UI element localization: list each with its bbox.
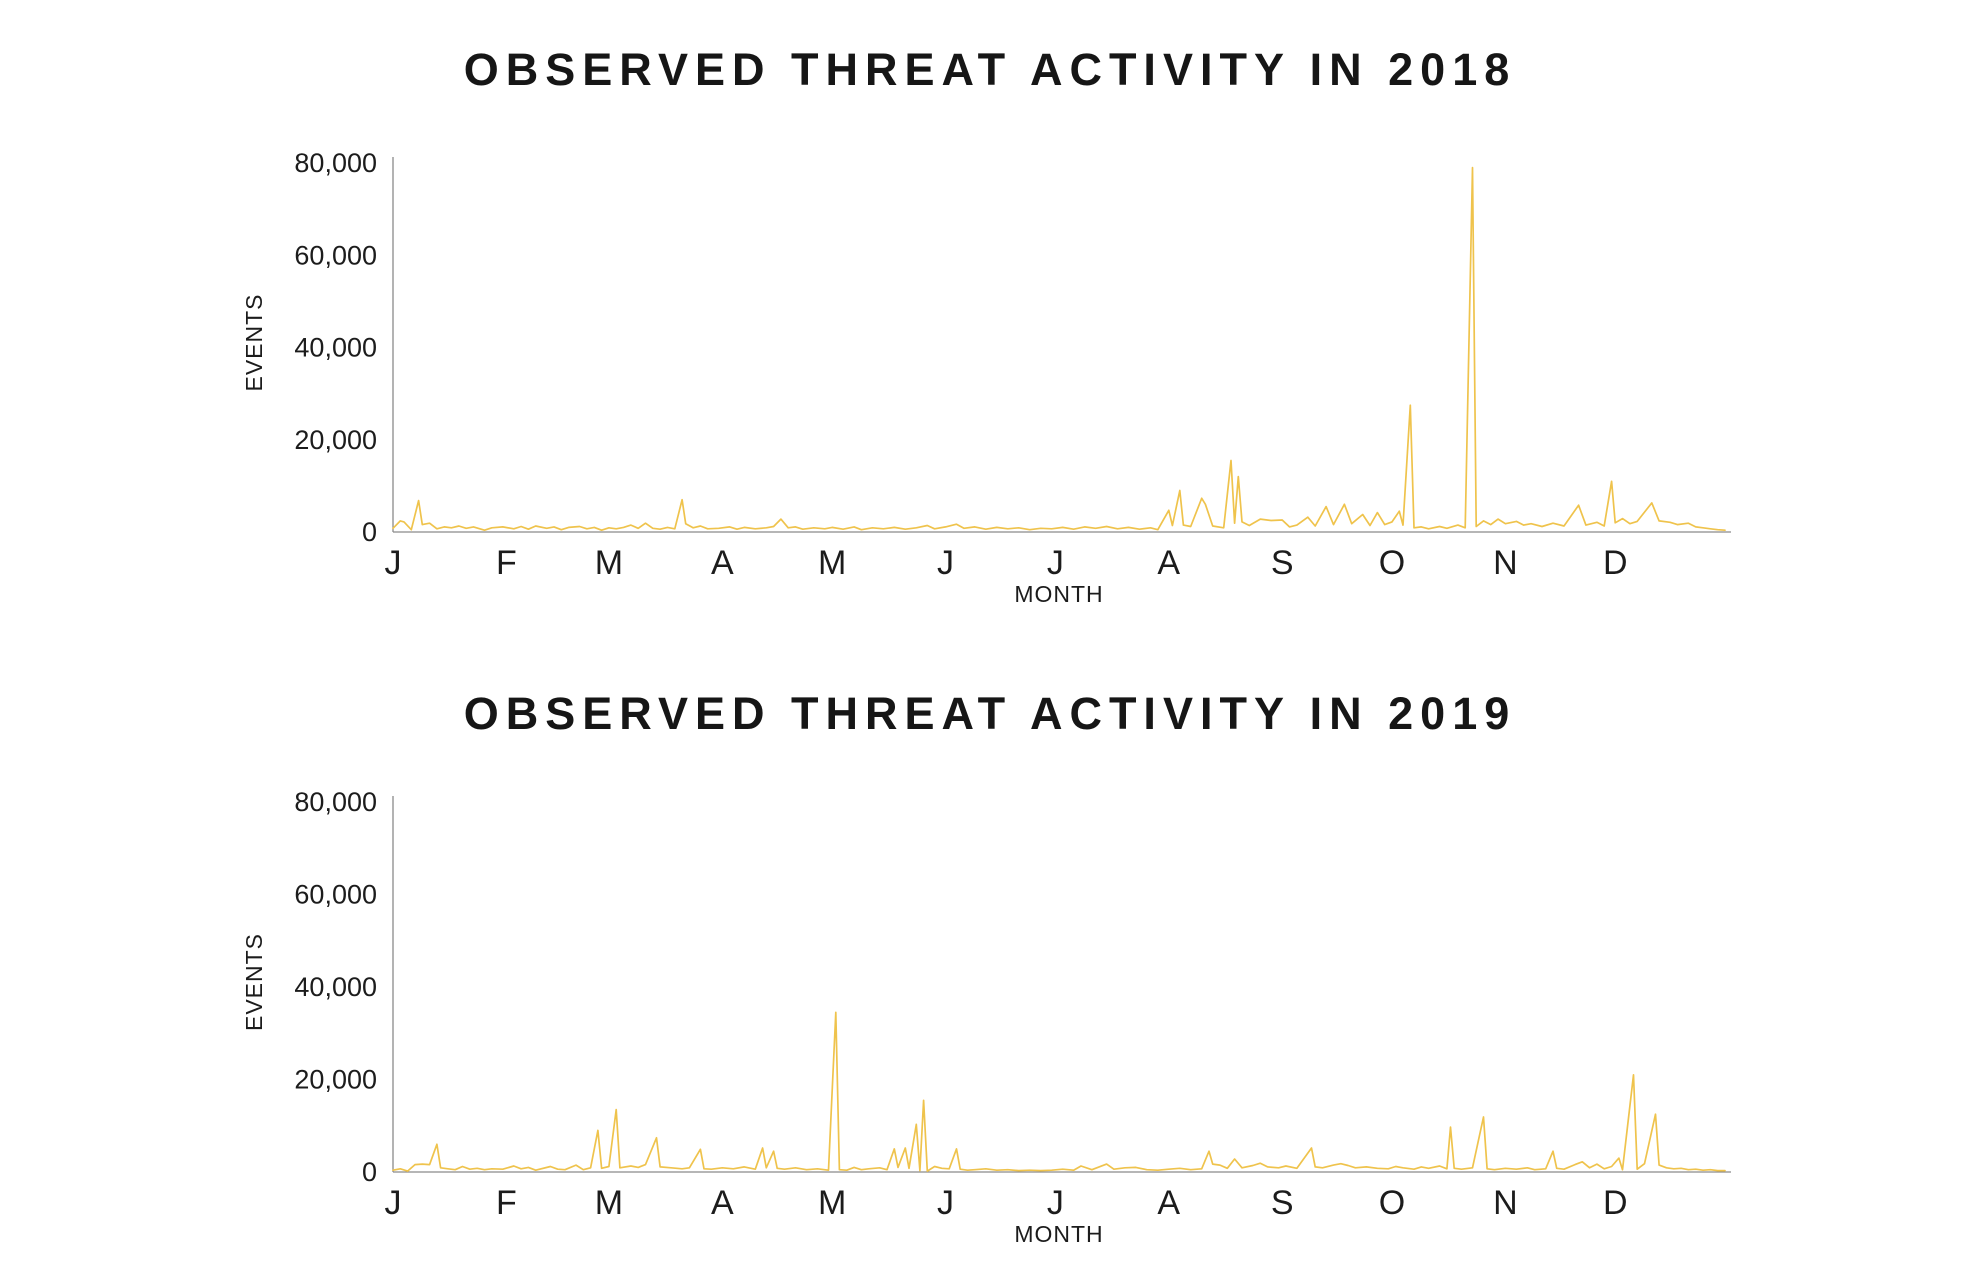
chart-title-2019: OBSERVED THREAT ACTIVITY IN 2019: [463, 688, 1517, 739]
x-tick-label-2019-2: M: [595, 1184, 623, 1222]
x-tick-label-2019-4: M: [818, 1184, 846, 1222]
x-tick-label-2018-5: J: [937, 544, 954, 582]
x-tick-label-2018-1: F: [496, 544, 517, 582]
x-tick-label-2019-0: J: [385, 1184, 402, 1222]
x-axis-title-2018: MONTH: [1014, 581, 1103, 607]
x-tick-label-2019-1: F: [496, 1184, 517, 1222]
x-tick-label-2019-6: J: [1047, 1184, 1064, 1222]
y-tick-label-2019-80000: 80,000: [294, 787, 377, 817]
x-tick-label-2019-10: N: [1493, 1184, 1518, 1222]
x-tick-label-2018-10: N: [1493, 544, 1518, 582]
chart-title-2018: OBSERVED THREAT ACTIVITY IN 2018: [463, 44, 1517, 95]
y-tick-label-2019-20000: 20,000: [294, 1065, 377, 1095]
x-tick-label-2018-11: D: [1603, 544, 1628, 582]
x-tick-label-2018-8: S: [1271, 544, 1294, 582]
y-axis-title-2019: EVENTS: [241, 933, 267, 1031]
events-line-2018: [392, 166, 1726, 532]
y-tick-label-2019-0: 0: [362, 1157, 377, 1187]
x-tick-label-2019-3: A: [711, 1184, 734, 1222]
y-tick-label-2018-80000: 80,000: [294, 148, 377, 178]
y-tick-label-2018-20000: 20,000: [294, 425, 377, 455]
x-tick-label-2018-2: M: [595, 544, 623, 582]
x-tick-label-2018-7: A: [1157, 544, 1180, 582]
y-tick-label-2018-0: 0: [362, 517, 377, 547]
y-tick-label-2019-60000: 60,000: [294, 880, 377, 910]
x-tick-label-2018-9: O: [1379, 544, 1405, 582]
x-tick-label-2019-7: A: [1157, 1184, 1180, 1222]
events-line-2019: [392, 1011, 1726, 1172]
x-tick-label-2018-3: A: [711, 544, 734, 582]
x-axis-title-2019: MONTH: [1014, 1221, 1103, 1247]
x-tick-label-2018-0: J: [385, 544, 402, 582]
x-tick-label-2019-11: D: [1603, 1184, 1628, 1222]
y-tick-label-2018-60000: 60,000: [294, 240, 377, 270]
x-tick-label-2018-4: M: [818, 544, 846, 582]
x-tick-label-2018-6: J: [1047, 544, 1064, 582]
x-tick-label-2019-9: O: [1379, 1184, 1405, 1222]
y-tick-label-2018-40000: 40,000: [294, 333, 377, 363]
y-tick-label-2019-40000: 40,000: [294, 972, 377, 1002]
y-axis-title-2018: EVENTS: [241, 293, 267, 391]
x-tick-label-2019-8: S: [1271, 1184, 1294, 1222]
x-tick-label-2019-5: J: [937, 1184, 954, 1222]
